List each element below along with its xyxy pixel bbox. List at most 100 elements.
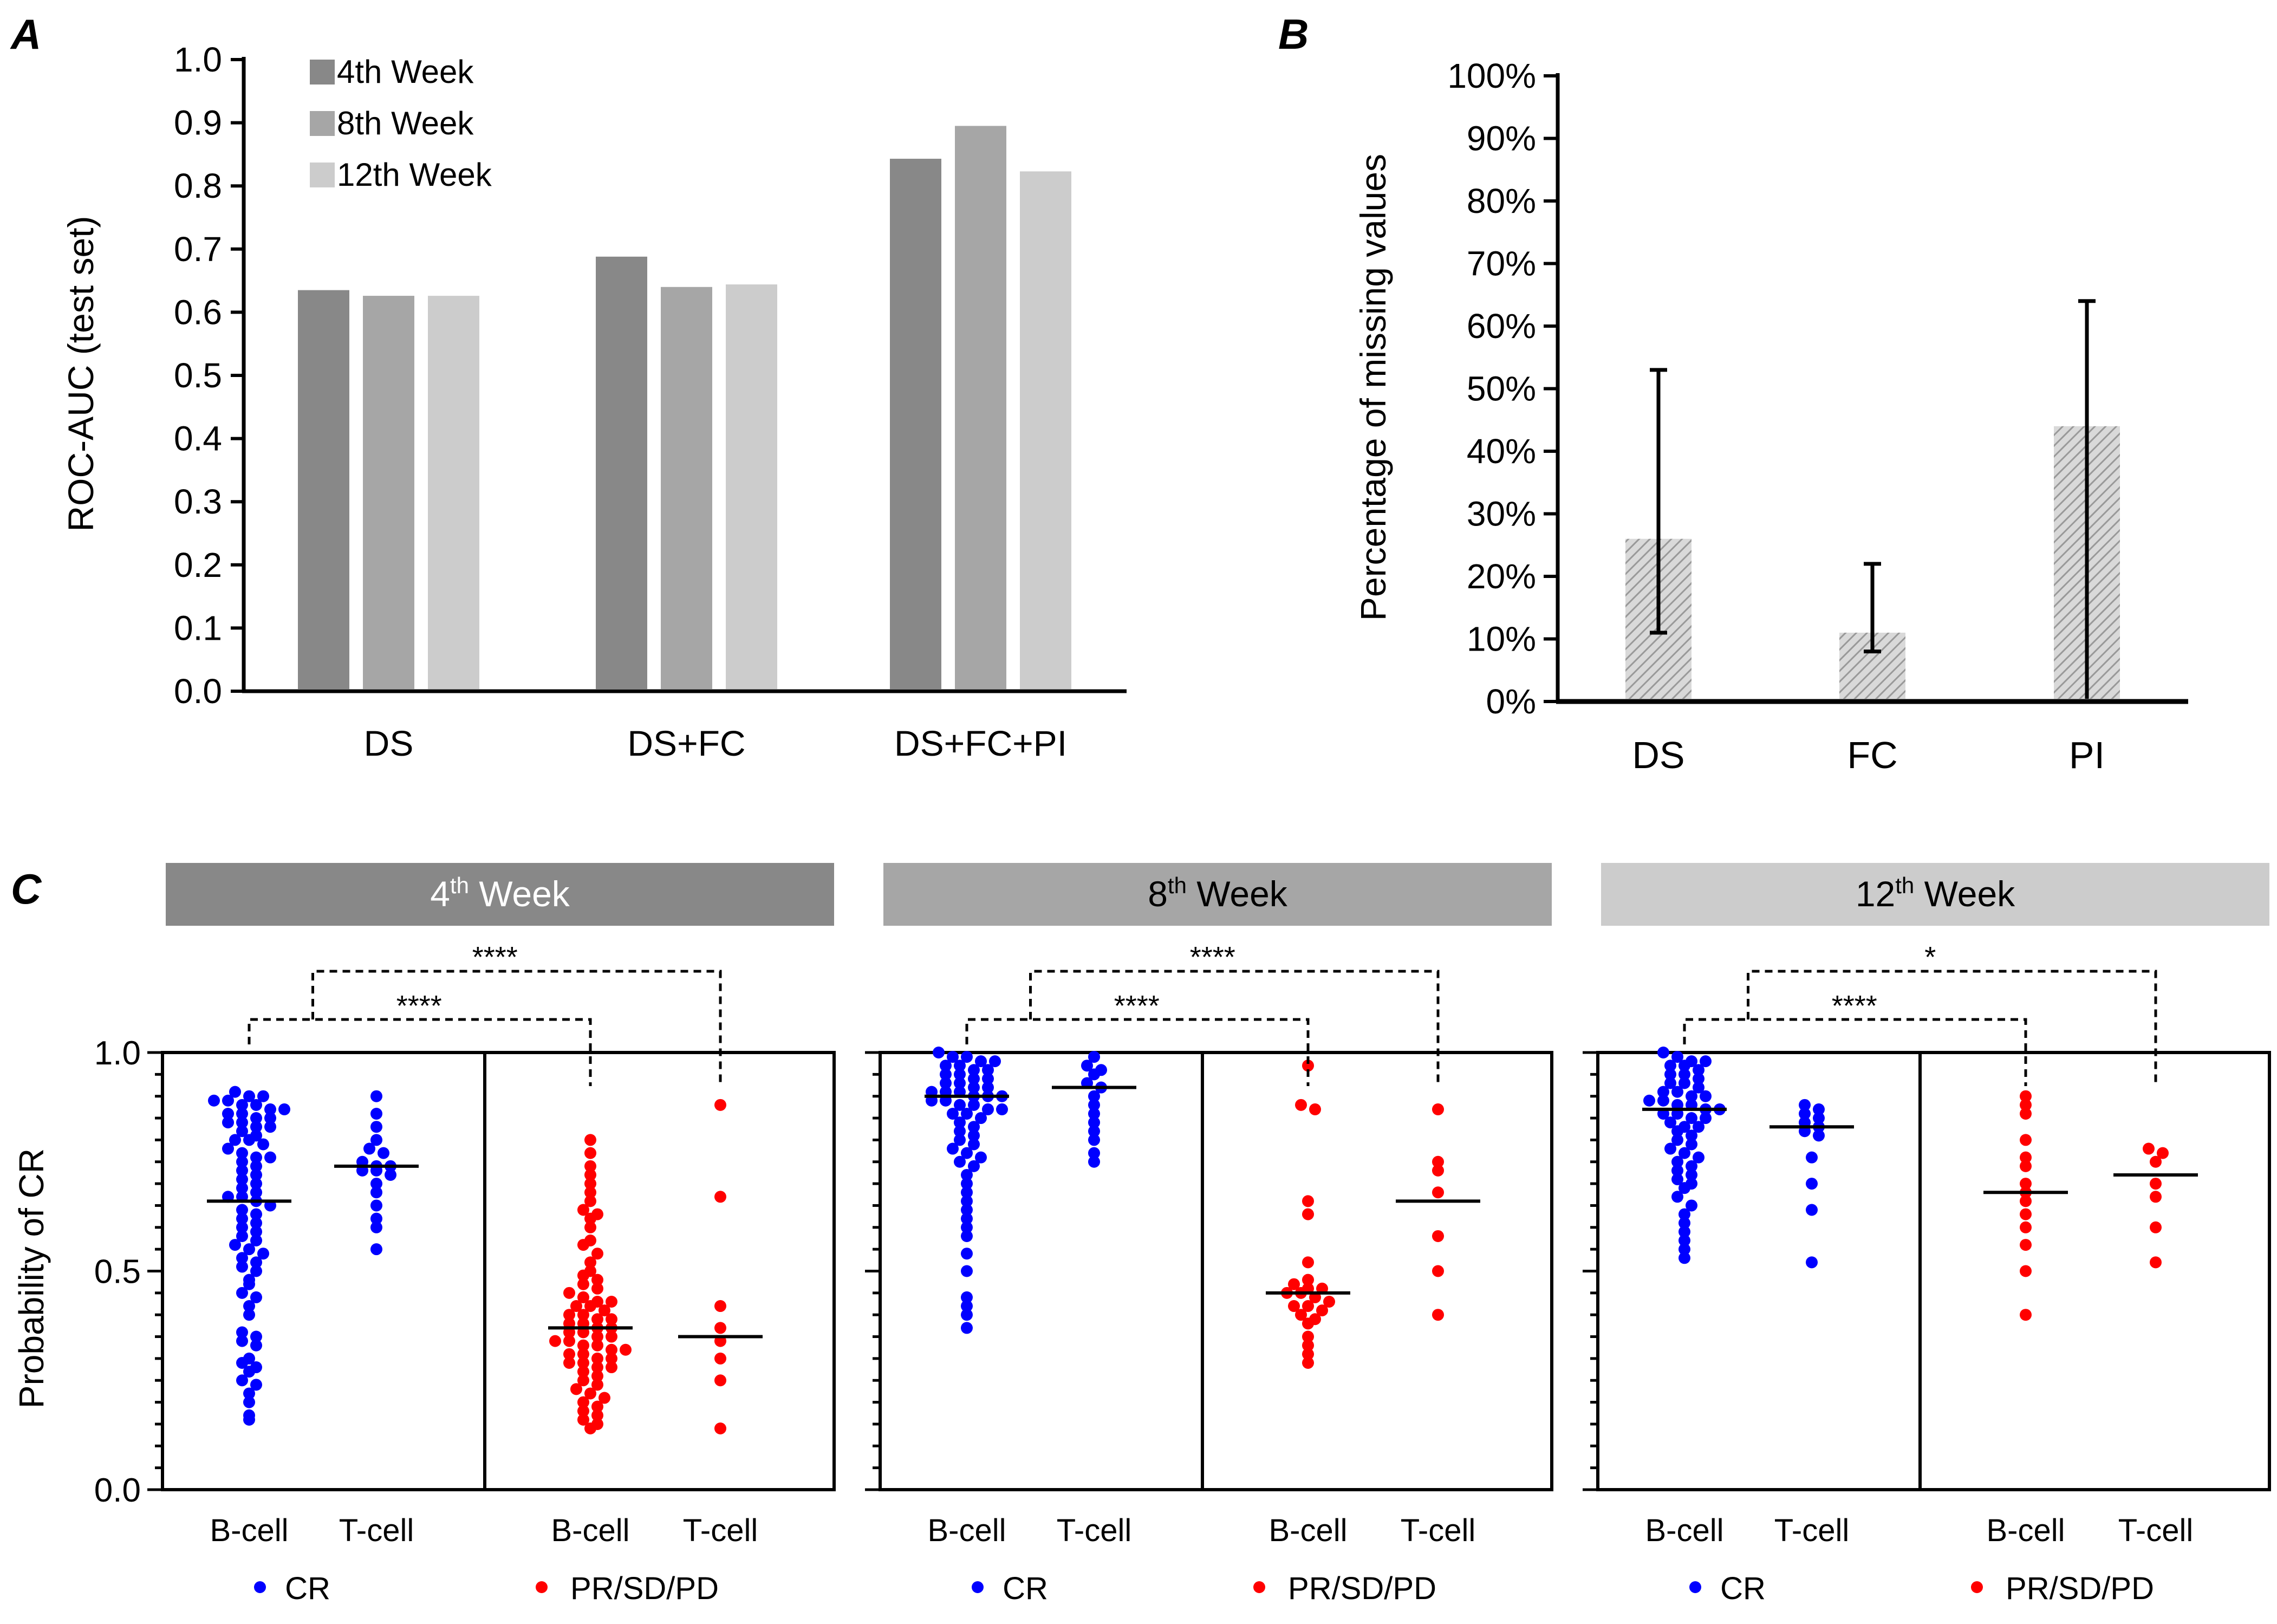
panel-c-data-point bbox=[1432, 1265, 1444, 1277]
panel-c-data-point bbox=[584, 1168, 596, 1181]
panel-b-y-tick-label: 70% bbox=[1467, 244, 1536, 283]
panel-c-data-point bbox=[968, 1073, 980, 1085]
panel-c-data-point bbox=[243, 1090, 255, 1102]
panel-c-data-point bbox=[584, 1256, 596, 1269]
panel-c-legend-label-cr: CR bbox=[1003, 1571, 1048, 1606]
panel-c-y-tick-label: 0.0 bbox=[94, 1472, 141, 1509]
panel-c-data-point bbox=[370, 1134, 382, 1146]
panel-c-data-point bbox=[961, 1147, 973, 1159]
panel-c-data-point bbox=[243, 1300, 255, 1313]
panel-c-data-point bbox=[1302, 1060, 1314, 1072]
panel-a-bar bbox=[363, 296, 414, 689]
panel-c-data-point bbox=[2150, 1155, 2162, 1168]
panel-c-data-point bbox=[236, 1212, 248, 1225]
panel-c-data-point bbox=[961, 1186, 973, 1199]
panel-c-legend-label-cr: CR bbox=[1720, 1571, 1766, 1606]
panel-c-significance-inner: **** bbox=[1832, 990, 1877, 1022]
panel-c-significance-outer: * bbox=[1924, 941, 1936, 973]
panel-c-data-point bbox=[1806, 1256, 1818, 1269]
panel-c-data-point bbox=[591, 1400, 603, 1413]
panel-c-data-point bbox=[2143, 1142, 2155, 1155]
panel-c-data-point bbox=[570, 1300, 582, 1313]
panel-c-data-point bbox=[1432, 1164, 1444, 1177]
panel-a-y-tick-label: 0.5 bbox=[174, 356, 222, 395]
panel-c-data-point bbox=[236, 1204, 248, 1216]
panel-c-data-point bbox=[975, 1151, 987, 1164]
panel-c-data-point bbox=[606, 1343, 617, 1356]
panel-c-data-point bbox=[2020, 1221, 2032, 1233]
panel-c-data-point bbox=[714, 1191, 726, 1203]
panel-c-data-point bbox=[1432, 1230, 1444, 1242]
panel-c-data-point bbox=[1679, 1121, 1690, 1133]
panel-a-label: A bbox=[10, 10, 41, 58]
panel-c-data-point bbox=[591, 1208, 603, 1220]
panel-c-data-point bbox=[385, 1168, 396, 1181]
panel-c-data-point bbox=[2020, 1178, 2032, 1190]
panel-c-data-point bbox=[584, 1186, 596, 1199]
panel-b-y-tick-label: 30% bbox=[1467, 495, 1536, 534]
panel-c-data-point bbox=[577, 1413, 589, 1426]
panel-c-data-point bbox=[591, 1313, 603, 1326]
panel-c-data-point bbox=[584, 1221, 596, 1233]
panel-c-legend-marker-pr bbox=[1253, 1581, 1265, 1593]
panel-c-data-point bbox=[222, 1107, 234, 1120]
panel-c-data-point bbox=[1686, 1160, 1697, 1172]
panel-c-data-point bbox=[577, 1204, 589, 1216]
panel-c-data-point bbox=[1088, 1155, 1100, 1168]
panel-c-header-title: 4th Week bbox=[430, 873, 570, 914]
panel-c-data-point bbox=[961, 1300, 973, 1313]
panel-c-data-point bbox=[577, 1339, 589, 1352]
panel-c-data-point bbox=[1686, 1138, 1697, 1151]
panel-c-legend-label-pr: PR/SD/PD bbox=[570, 1571, 719, 1606]
panel-c-subplot: 4th Week 0.0 0.5 1.0 B-cell T-cell B-cell T-cel… bbox=[94, 863, 836, 1606]
panel-c-data-point bbox=[1664, 1060, 1676, 1072]
panel-c-data-point bbox=[961, 1195, 973, 1207]
panel-b-y-tick-label: 90% bbox=[1467, 119, 1536, 158]
panel-c-data-point bbox=[236, 1374, 248, 1387]
panel-c-data-point bbox=[584, 1387, 596, 1400]
panel-c-data-point bbox=[236, 1230, 248, 1242]
panel-c-data-point bbox=[577, 1291, 589, 1303]
panel-c-data-point bbox=[236, 1125, 248, 1138]
panel-c-plot-frame bbox=[1596, 1051, 2271, 1491]
panel-c-data-point bbox=[954, 1068, 966, 1081]
panel-c-data-point bbox=[714, 1300, 726, 1313]
panel-c-data-point bbox=[1664, 1068, 1676, 1081]
panel-c-y-tick-label: 1.0 bbox=[94, 1035, 141, 1072]
panel-c-data-point bbox=[236, 1252, 248, 1264]
panel-c-data-point bbox=[961, 1168, 973, 1181]
panel-a-legend-label: 8th Week bbox=[337, 105, 474, 141]
panel-c-data-point bbox=[1671, 1155, 1683, 1168]
panel-c-data-point bbox=[968, 1129, 980, 1142]
panel-c-data-point bbox=[591, 1361, 603, 1374]
panel-c-data-point bbox=[1686, 1112, 1697, 1125]
panel-c-data-point bbox=[1700, 1090, 1712, 1102]
panel-c-chart: Probability of CR 4th Week 0.0 0.5 1.0 B-cel… bbox=[12, 863, 2271, 1606]
panel-c-data-point bbox=[1806, 1178, 1818, 1190]
panel-c-data-point bbox=[1657, 1086, 1669, 1098]
panel-c-data-point bbox=[1088, 1116, 1100, 1129]
panel-b-y-tick-label: 100% bbox=[1447, 56, 1536, 95]
panel-c-data-point bbox=[236, 1147, 248, 1159]
panel-c-data-point bbox=[1657, 1094, 1669, 1107]
panel-c-data-point bbox=[1813, 1112, 1825, 1125]
panel-c-data-point bbox=[1671, 1051, 1683, 1063]
panel-c-data-point bbox=[229, 1239, 241, 1251]
panel-c-data-point bbox=[222, 1116, 234, 1129]
panel-c-data-point bbox=[2020, 1309, 2032, 1321]
panel-c-data-point bbox=[264, 1103, 276, 1115]
panel-c-data-point bbox=[257, 1138, 269, 1151]
panel-c-data-point bbox=[1081, 1060, 1093, 1072]
panel-c-data-point bbox=[243, 1309, 255, 1321]
panel-c-data-point bbox=[1309, 1313, 1321, 1326]
panel-c-data-point bbox=[1806, 1151, 1818, 1164]
panel-c-x-tick-label: T-cell bbox=[1774, 1513, 1850, 1548]
panel-c-data-point bbox=[1657, 1047, 1669, 1058]
panel-c-bracket-outer bbox=[1029, 970, 1440, 1086]
panel-c-data-point bbox=[1288, 1300, 1300, 1313]
panel-c-data-point bbox=[236, 1287, 248, 1299]
panel-c-data-point bbox=[1693, 1121, 1705, 1133]
panel-c-data-point bbox=[250, 1330, 262, 1343]
panel-c-legend-marker-cr bbox=[1689, 1581, 1701, 1593]
panel-c-data-point bbox=[370, 1121, 382, 1133]
